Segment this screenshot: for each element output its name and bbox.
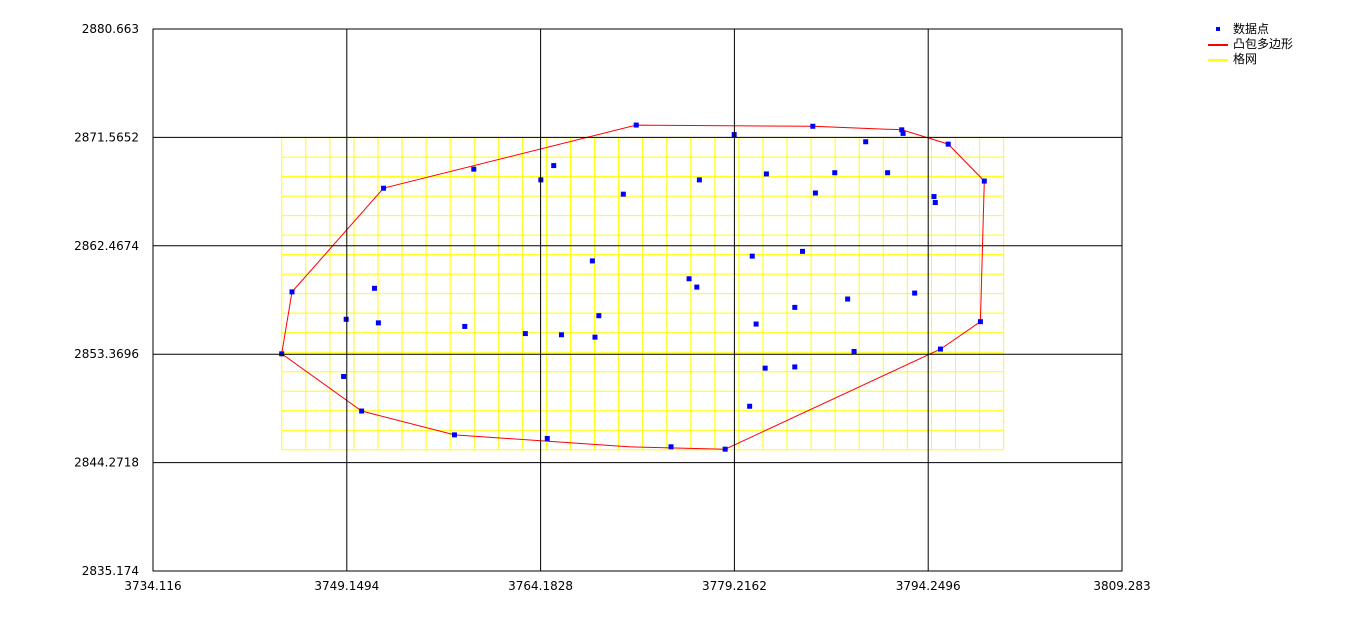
plot-border — [152, 28, 1123, 572]
data-point — [589, 258, 595, 264]
data-point — [343, 316, 349, 322]
data-point — [471, 166, 477, 172]
legend-points-label: 数据点 — [1233, 22, 1270, 36]
data-point — [810, 123, 816, 129]
data-point — [596, 313, 602, 319]
data-point — [381, 185, 387, 191]
y-tick-label: 2871.5652 — [74, 130, 139, 144]
data-point — [749, 253, 755, 259]
legend-item-hull: 凸包多边形 — [1208, 37, 1293, 52]
data-point — [899, 127, 905, 133]
data-point — [551, 163, 557, 169]
data-point — [620, 191, 626, 197]
data-point — [375, 320, 381, 326]
y-tick-label: 2835.174 — [82, 564, 139, 578]
x-tick-label: 3794.2496 — [896, 579, 961, 593]
tick-labels-layer: 3734.116 3749.1494 3764.1828 3779.2162 3794.… — [74, 22, 1151, 593]
hull-layer — [281, 124, 985, 450]
convex-hull-line — [281, 124, 985, 450]
x-tick-label: 3749.1494 — [314, 579, 379, 593]
data-point — [558, 332, 564, 338]
data-point — [912, 290, 918, 296]
data-point — [981, 178, 987, 184]
x-tick-label: 3779.2162 — [702, 579, 767, 593]
data-point — [668, 444, 674, 450]
data-point — [372, 285, 378, 291]
data-point — [845, 296, 851, 302]
y-tick-label: 2880.663 — [82, 22, 139, 36]
legend-hull-label: 凸包多边形 — [1233, 37, 1294, 51]
data-point — [900, 130, 906, 136]
data-point — [451, 432, 457, 438]
data-point — [762, 365, 768, 371]
legend: 数据点 凸包多边形 格网 — [1208, 22, 1293, 67]
yellow-line-icon — [1208, 52, 1228, 67]
data-point — [462, 323, 468, 329]
y-tick-label: 2853.3696 — [74, 347, 139, 361]
data-point — [832, 170, 838, 176]
points-layer — [279, 122, 987, 452]
data-point — [851, 348, 857, 354]
y-tick-label: 2862.4674 — [74, 239, 139, 253]
data-point — [763, 171, 769, 177]
x-tick-label: 3764.1828 — [508, 579, 573, 593]
data-point — [694, 284, 700, 290]
data-point — [945, 141, 951, 147]
data-point — [696, 177, 702, 183]
data-point — [592, 334, 598, 340]
data-point — [633, 122, 639, 128]
legend-item-points: 数据点 — [1208, 22, 1293, 37]
x-tick-label: 3809.283 — [1093, 579, 1150, 593]
data-point — [341, 373, 347, 379]
data-point — [544, 435, 550, 441]
point-marker-icon — [1208, 22, 1228, 37]
axes-layer — [152, 28, 1123, 572]
data-point — [792, 364, 798, 370]
red-line-icon — [1208, 37, 1228, 52]
legend-item-grid: 格网 — [1208, 52, 1293, 67]
data-point — [686, 276, 692, 282]
data-point — [722, 446, 728, 452]
data-point — [931, 194, 937, 200]
data-point — [937, 346, 943, 352]
data-point — [863, 139, 869, 145]
data-point — [747, 403, 753, 409]
data-point — [932, 200, 938, 206]
data-point — [522, 331, 528, 337]
x-tick-label: 3734.116 — [124, 579, 181, 593]
data-point — [753, 321, 759, 327]
grid-layer — [281, 137, 1005, 451]
data-point — [812, 190, 818, 196]
data-point — [359, 408, 365, 414]
data-point — [792, 304, 798, 310]
y-tick-label: 2844.2718 — [74, 456, 139, 470]
legend-grid-label: 格网 — [1233, 52, 1258, 66]
data-point — [885, 170, 891, 176]
data-point — [800, 248, 806, 254]
data-point — [289, 289, 295, 295]
data-point — [977, 319, 983, 325]
